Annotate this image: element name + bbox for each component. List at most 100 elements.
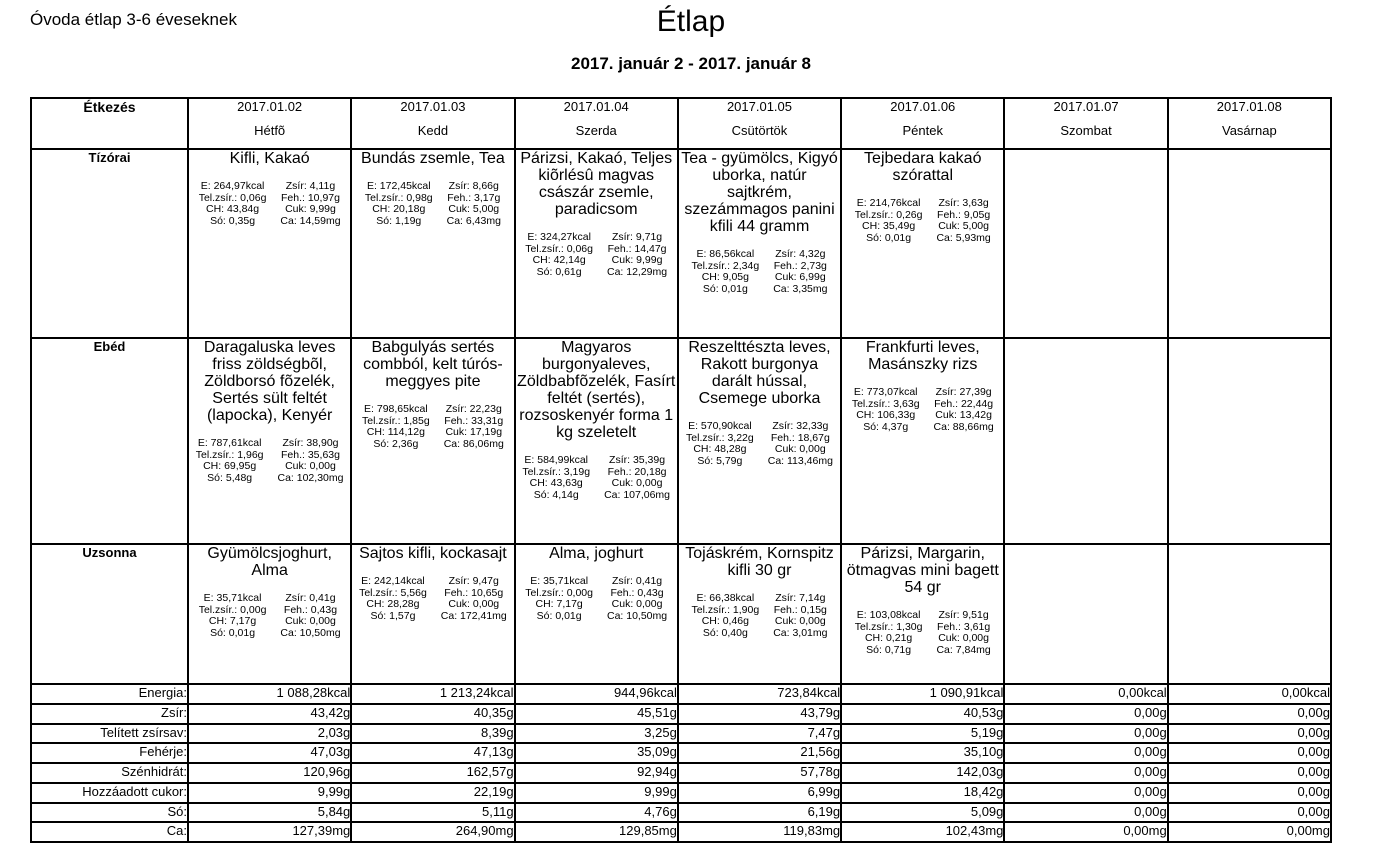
day-header: 2017.01.07 Szombat xyxy=(1003,97,1169,150)
summary-row-zsir: Zsír: 43,42g 40,35g 45,51g 43,79g 40,53g… xyxy=(30,702,1333,725)
meal-cell-empty xyxy=(1003,148,1169,339)
page-title: Étlap xyxy=(656,5,726,38)
meal-cell: Sajtos kifli, kockasajt E: 242,14kcal Te… xyxy=(350,543,516,685)
summary-value: 0,00g xyxy=(1166,742,1333,764)
summary-value: 2,03g xyxy=(186,722,353,745)
day-name: Péntek xyxy=(902,123,943,138)
meal-title: Gyümölcsjoghurt, Alma xyxy=(207,545,332,579)
summary-row-szenhidrat: Szénhidrát: 120,96g 162,57g 92,94g 57,78… xyxy=(30,762,1333,784)
nutrition-block: E: 86,56kcal Tel.zsír.: 2,34g CH: 9,05g … xyxy=(680,248,839,295)
summary-value: 0,00kcal xyxy=(1003,683,1169,705)
date-range: 2017. január 2 - 2017. január 8 xyxy=(570,54,812,73)
meal-title: Sajtos kifli, kockasajt xyxy=(359,545,507,562)
summary-value: 4,76g xyxy=(513,801,679,824)
summary-value: 129,85mg xyxy=(513,821,679,843)
day-header: 2017.01.06 Péntek xyxy=(840,97,1006,150)
summary-value: 0,00g xyxy=(1166,762,1333,784)
nutrition-right: Zsír: 4,32g Feh.: 2,73g Cuk: 6,99g Ca: 3… xyxy=(773,248,828,295)
summary-value: 142,03g xyxy=(840,762,1006,784)
nutrition-right: Zsír: 38,90g Feh.: 35,63g Cuk: 0,00g Ca:… xyxy=(277,437,344,484)
meal-cell-empty xyxy=(1166,543,1333,685)
meal-title: Reszelttészta leves, Rakott burgonya dar… xyxy=(688,339,831,407)
meal-cell: Kifli, Kakaó E: 264,97kcal Tel.zsír.: 0,… xyxy=(186,148,353,339)
summary-value: 22,19g xyxy=(350,781,516,804)
nutrition-left: E: 584,99kcal Tel.zsír.: 3,19g CH: 43,63… xyxy=(522,454,591,501)
summary-value: 1 088,28kcal xyxy=(186,683,353,705)
day-name: Csütörtök xyxy=(731,123,788,138)
meal-cell: Alma, joghurt E: 35,71kcal Tel.zsír.: 0,… xyxy=(513,543,679,685)
meal-cell: Párizsi, Margarin, ötmagvas mini bagett … xyxy=(840,543,1006,685)
summary-value: 0,00g xyxy=(1166,722,1333,745)
meal-cell: Tea - gyümölcs, Kigyó uborka, natúr sajt… xyxy=(676,148,843,339)
day-date: 2017.01.02 xyxy=(237,99,303,114)
meal-cell: Daragaluska leves friss zöldségbõl, Zöld… xyxy=(186,337,353,545)
summary-label: Só: xyxy=(30,801,189,824)
nutrition-left: E: 35,71kcal Tel.zsír.: 0,00g CH: 7,17g … xyxy=(525,575,593,622)
summary-row-ca: Ca: 127,39mg 264,90mg 129,85mg 119,83mg … xyxy=(30,821,1333,843)
summary-row-hozzaadott-cukor: Hozzáadott cukor: 9,99g 22,19g 9,99g 6,9… xyxy=(30,781,1333,804)
summary-value: 0,00g xyxy=(1003,722,1169,745)
meal-cell: Párizsi, Kakaó, Teljes kiõrlésû magvas c… xyxy=(513,148,679,339)
nutrition-right: Zsír: 3,63g Feh.: 9,05g Cuk: 5,00g Ca: 5… xyxy=(936,197,991,244)
nutrition-left: E: 570,90kcal Tel.zsír.: 3,22g CH: 48,28… xyxy=(686,420,754,467)
day-date: 2017.01.05 xyxy=(726,99,793,114)
nutrition-right: Zsír: 9,51g Feh.: 3,61g Cuk: 0,00g Ca: 7… xyxy=(936,609,991,656)
summary-row-feherje: Fehérje: 47,03g 47,13g 35,09g 21,56g 35,… xyxy=(30,742,1333,764)
summary-value: 0,00mg xyxy=(1166,821,1333,843)
meal-title: Bundás zsemle, Tea xyxy=(361,150,505,167)
document-subtitle-left: Óvoda étlap 3-6 éveseknek xyxy=(30,10,237,29)
summary-value: 1 213,24kcal xyxy=(350,683,516,705)
summary-value: 47,03g xyxy=(186,742,353,764)
meal-cell: Babgulyás sertés combból, kelt túrós-meg… xyxy=(350,337,516,545)
day-date: 2017.01.08 xyxy=(1216,99,1282,114)
summary-label: Telített zsírsav: xyxy=(30,722,189,745)
meal-row-label: Ebéd xyxy=(30,337,189,545)
nutrition-right: Zsír: 0,41g Feh.: 0,43g Cuk: 0,00g Ca: 1… xyxy=(280,592,341,639)
meal-cell-empty xyxy=(1003,543,1169,685)
nutrition-right: Zsír: 9,71g Feh.: 14,47g Cuk: 9,99g Ca: … xyxy=(606,231,668,278)
day-date: 2017.01.06 xyxy=(890,99,956,114)
meal-title: Párizsi, Kakaó, Teljes kiõrlésû magvas c… xyxy=(520,150,673,218)
column-header-etkezes: Étkezés xyxy=(30,97,189,150)
day-header: 2017.01.03 Kedd xyxy=(350,97,516,150)
summary-value: 0,00kcal xyxy=(1166,683,1333,705)
nutrition-left: E: 214,76kcal Tel.zsír.: 0,26g CH: 35,49… xyxy=(854,197,923,244)
summary-value: 119,83mg xyxy=(676,821,843,843)
meal-title: Frankfurti leves, Masánszky rizs xyxy=(865,339,980,373)
nutrition-block: E: 773,07kcal Tel.zsír.: 3,63g CH: 106,3… xyxy=(843,386,1002,433)
summary-value: 5,19g xyxy=(840,722,1006,745)
summary-value: 43,42g xyxy=(186,702,353,725)
summary-value: 102,43mg xyxy=(840,821,1006,843)
nutrition-block: E: 35,71kcal Tel.zsír.: 0,00g CH: 7,17g … xyxy=(517,575,676,622)
nutrition-block: E: 172,45kcal Tel.zsír.: 0,98g CH: 20,18… xyxy=(353,180,512,227)
meal-row-label: Uzsonna xyxy=(30,543,189,685)
summary-value: 0,00g xyxy=(1166,702,1333,725)
meal-row-uzsonna: Uzsonna Gyümölcsjoghurt, Alma E: 35,71kc… xyxy=(30,543,1333,685)
summary-value: 0,00g xyxy=(1003,702,1169,725)
summary-label: Fehérje: xyxy=(30,742,189,764)
meal-row-label: Tízórai xyxy=(30,148,189,339)
meal-row-ebed: Ebéd Daragaluska leves friss zöldségbõl,… xyxy=(30,337,1333,545)
meal-cell-empty xyxy=(1003,337,1169,545)
summary-label: Zsír: xyxy=(30,702,189,725)
summary-value: 5,09g xyxy=(840,801,1006,824)
summary-label: Ca: xyxy=(30,821,189,843)
summary-value: 1 090,91kcal xyxy=(840,683,1006,705)
summary-value: 40,35g xyxy=(350,702,516,725)
nutrition-block: E: 324,27kcal Tel.zsír.: 0,06g CH: 42,14… xyxy=(517,231,676,278)
summary-label: Energia: xyxy=(30,683,189,705)
summary-value: 40,53g xyxy=(840,702,1006,725)
summary-label: Hozzáadott cukor: xyxy=(30,781,189,804)
day-name: Hétfõ xyxy=(254,123,286,138)
summary-value: 7,47g xyxy=(676,722,843,745)
meal-title: Tea - gyümölcs, Kigyó uborka, natúr sajt… xyxy=(681,150,838,235)
nutrition-block: E: 214,76kcal Tel.zsír.: 0,26g CH: 35,49… xyxy=(843,197,1002,244)
summary-value: 0,00g xyxy=(1003,742,1169,764)
nutrition-block: E: 35,71kcal Tel.zsír.: 0,00g CH: 7,17g … xyxy=(190,592,349,639)
day-name: Vasárnap xyxy=(1222,123,1277,138)
summary-value: 0,00g xyxy=(1166,801,1333,824)
summary-value: 6,99g xyxy=(676,781,843,804)
summary-row-so: Só: 5,84g 5,11g 4,76g 6,19g 5,09g 0,00g … xyxy=(30,801,1333,824)
summary-value: 35,10g xyxy=(840,742,1006,764)
nutrition-block: E: 570,90kcal Tel.zsír.: 3,22g CH: 48,28… xyxy=(680,420,839,467)
